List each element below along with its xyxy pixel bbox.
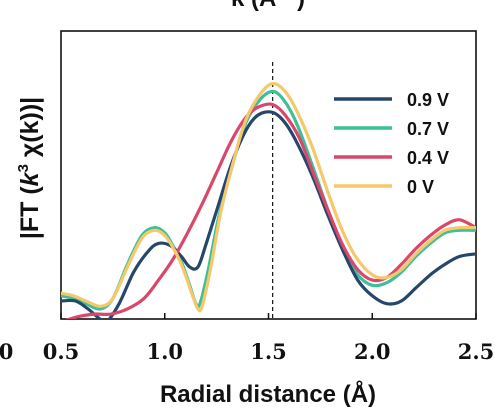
series-line-0v — [61, 81, 476, 313]
legend-label: 0 V — [407, 177, 434, 197]
y-axis-title-prefix: |FT ( — [16, 186, 44, 239]
x-tick-label: 1.5 — [250, 339, 287, 364]
x-tick-label: 0.5 — [43, 339, 80, 364]
y-axis-title: |FT (k3 χ(k))| — [15, 97, 44, 239]
legend-label: 0.4 V — [407, 148, 449, 168]
x-tick-label: 2.0 — [354, 339, 391, 364]
x-tick-label: 2.5 — [458, 339, 495, 364]
series-line-0.4v — [64, 102, 476, 319]
y-axis-title-k: k — [16, 171, 44, 186]
top-label-fragment: k (Å⁻¹) — [231, 0, 305, 12]
y-axis-title-rest: χ(k))| — [16, 97, 44, 164]
x-tick-label: 1.0 — [146, 339, 183, 364]
legend-label: 0.9 V — [407, 90, 449, 110]
left-cut-tick: 0 — [0, 339, 13, 364]
series-line-0.9v — [61, 110, 476, 319]
x-axis-title: Radial distance (Å) — [160, 380, 376, 408]
y-axis-title-exp: 3 — [15, 164, 32, 172]
legend-label: 0.7 V — [407, 119, 449, 139]
